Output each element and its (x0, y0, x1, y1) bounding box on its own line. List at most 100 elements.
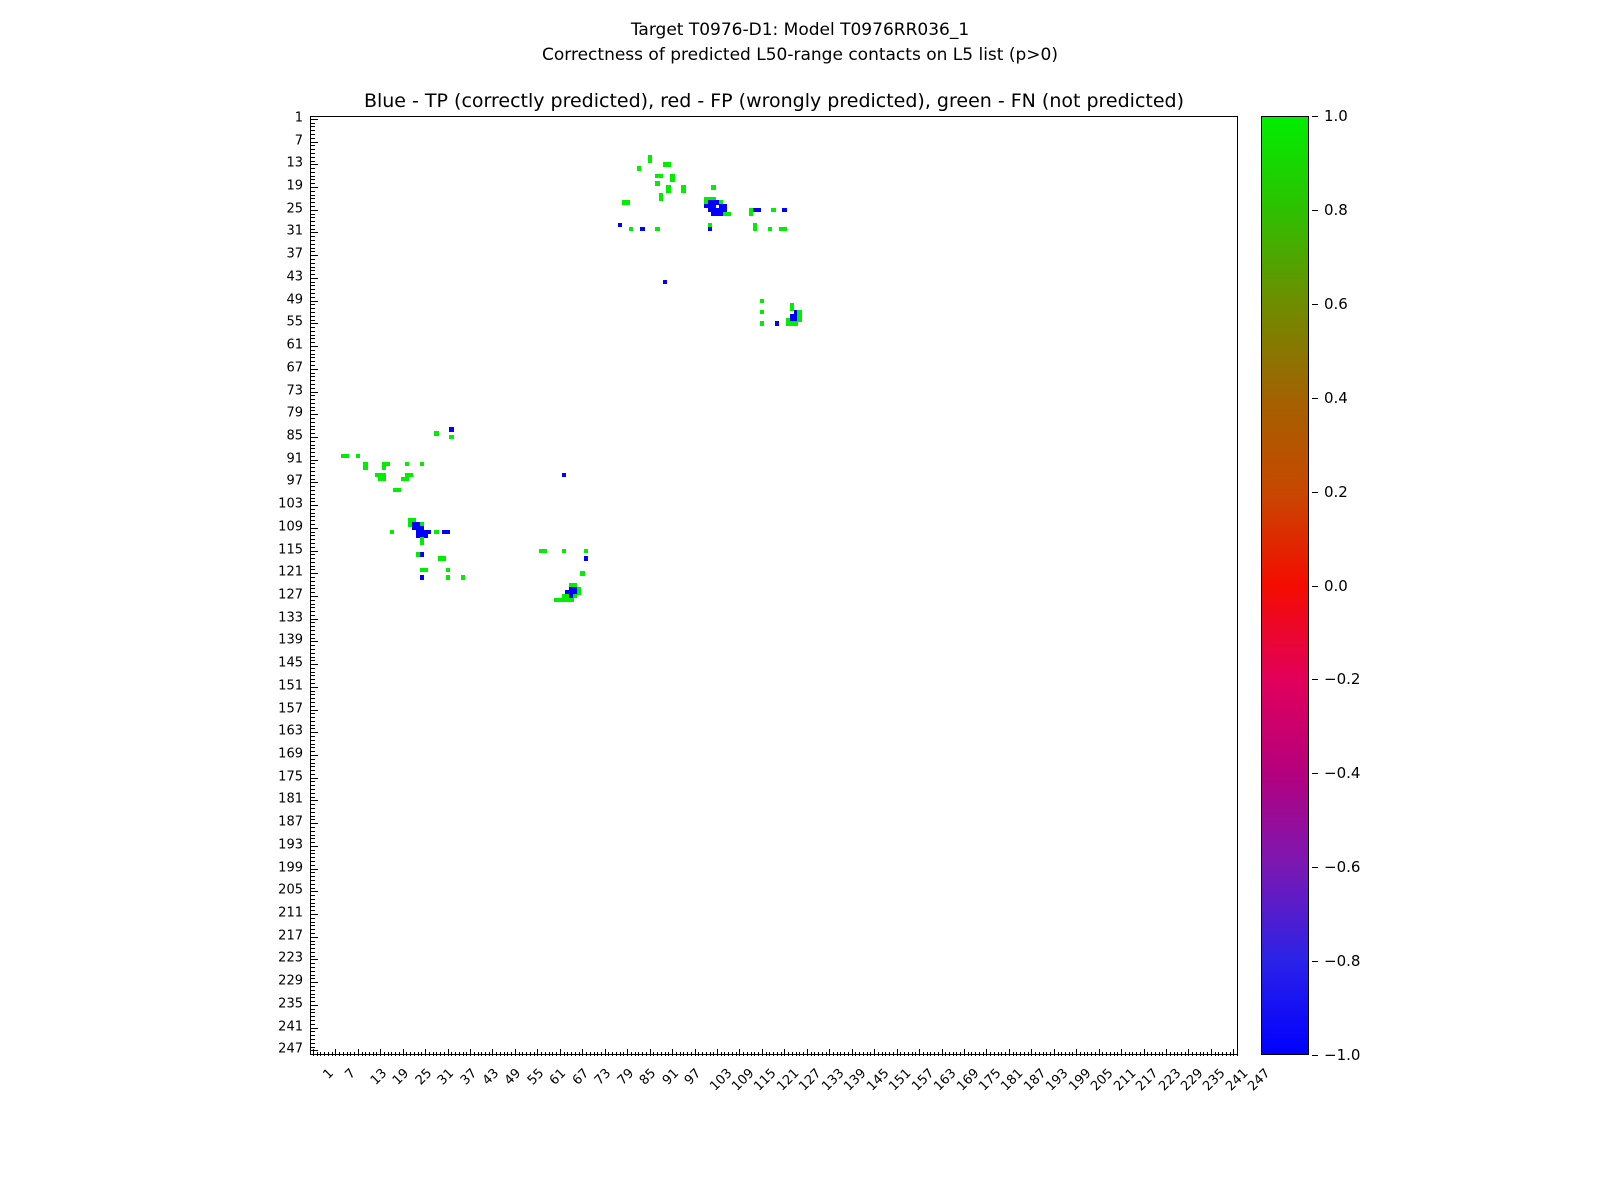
y-tick-label: 175 (278, 769, 303, 785)
y-tick-label: 199 (278, 860, 303, 876)
contact-cell-fn (378, 472, 383, 478)
contact-cell-tp (572, 586, 578, 591)
suptitle-line2: Correctness of predicted L50-range conta… (542, 44, 1058, 65)
x-tick (1237, 1052, 1239, 1056)
x-tick-label: 193 (1043, 1066, 1072, 1095)
y-tick-label: 73 (286, 383, 303, 398)
contact-cell-fn (572, 594, 578, 599)
contact-cell-fn (647, 154, 653, 160)
contact-cell-tp (427, 529, 432, 535)
contact-cell-fn (748, 207, 754, 213)
x-tick-label: 235 (1200, 1066, 1229, 1095)
x-tick-label: 97 (681, 1066, 705, 1089)
contact-cell-fn (625, 200, 630, 205)
contact-cell-tp (584, 556, 589, 561)
contact-cell-fn (557, 597, 563, 603)
x-tick-label: 169 (953, 1066, 982, 1095)
contact-cell-tp (419, 552, 424, 557)
contact-cell-fn (778, 226, 784, 232)
contact-cell-fn (554, 597, 559, 603)
x-tick-label: 205 (1088, 1066, 1117, 1095)
contact-cell-fn (707, 223, 712, 228)
x-tick-label: 31 (434, 1066, 458, 1089)
contact-cell-fn (382, 461, 387, 466)
contact-cell-tp (561, 472, 567, 478)
contact-cell-tp (640, 226, 645, 232)
contact-cell-fn (419, 522, 424, 527)
contact-cell-fn (382, 465, 387, 470)
y-tick-label: 85 (286, 428, 303, 444)
contact-cell-tp (415, 533, 421, 538)
y-tick-label: 13 (286, 155, 303, 171)
y-tick-label: 19 (286, 178, 303, 194)
y-axis-tick-labels: 1 7 13 19 25 31 37 43 49 55 61 67 73 79 85 91 97 103 109 11… (255, 110, 303, 1056)
colorbar-tick (1312, 1055, 1318, 1056)
y-tick-label: 103 (278, 496, 303, 512)
contact-cell-tp (419, 575, 424, 580)
contact-cell-tp (707, 207, 712, 213)
contact-cell-fn (748, 211, 754, 217)
x-tick-label: 247 (1245, 1066, 1274, 1095)
contact-cell-fn (572, 582, 578, 588)
contact-cell-fn (569, 597, 574, 603)
colorbar-tick-label: −0.2 (1324, 670, 1361, 689)
colorbar[interactable] (1261, 116, 1309, 1055)
contact-cell-tp (423, 533, 428, 538)
contact-cell-fn (629, 226, 634, 232)
y-tick-label: 181 (278, 791, 303, 807)
colorbar-tick (1312, 116, 1318, 117)
contact-cell-fn (655, 173, 660, 179)
x-tick-label: 163 (931, 1066, 960, 1095)
y-tick-label: 205 (278, 882, 303, 898)
x-tick-label: 181 (998, 1066, 1027, 1095)
contact-cell-tp (449, 427, 454, 432)
y-tick-label: 235 (278, 996, 303, 1012)
contact-cell-tp (445, 529, 451, 535)
contact-cell-fn (659, 196, 664, 201)
x-tick-label: 1 (320, 1066, 337, 1083)
x-tick-label: 127 (796, 1066, 825, 1095)
contact-cell-fn (561, 597, 567, 603)
contact-cell-fn (752, 223, 757, 228)
contact-cell-fn (793, 321, 799, 326)
contact-cell-fn (400, 476, 406, 482)
contact-cell-tp (752, 207, 757, 213)
contact-cell-fn (647, 158, 653, 164)
colorbar-tick-label: 0.0 (1324, 576, 1348, 595)
y-tick-label: 91 (286, 451, 303, 467)
contact-cell-fn (711, 196, 716, 201)
contact-cell-fn (580, 571, 585, 576)
contact-cell-tp (756, 207, 761, 213)
x-tick-label: 103 (706, 1066, 735, 1095)
contact-cell-fn (382, 472, 387, 478)
y-tick-label: 169 (278, 746, 303, 762)
y-tick-label: 193 (278, 837, 303, 853)
y-tick-label: 217 (278, 928, 303, 944)
y-tick-label: 37 (286, 246, 303, 262)
x-tick-label: 19 (390, 1066, 413, 1089)
x-tick-label: 115 (751, 1066, 780, 1095)
contact-cell-fn (397, 488, 402, 493)
y-tick-label: 157 (278, 701, 303, 717)
contact-cell-tp (419, 525, 424, 531)
colorbar-tick (1312, 303, 1318, 305)
contact-cell-fn (659, 192, 664, 198)
contact-cell-tp (793, 317, 799, 323)
contact-cell-fn (565, 597, 570, 603)
contact-cell-tp (782, 207, 787, 213)
x-tick-label: 151 (886, 1066, 915, 1095)
contact-cell-fn (767, 226, 772, 232)
x-tick-label: 73 (592, 1066, 615, 1089)
x-tick-label: 91 (659, 1066, 682, 1089)
contact-cell-fn (389, 529, 394, 535)
colorbar-tick-label: 0.6 (1324, 294, 1348, 313)
y-tick-label: 55 (286, 314, 303, 330)
contact-map-plot[interactable] (310, 116, 1239, 1056)
x-axis-tick-labels: 1 7 13 19 25 31 37 43 49 55 61 67 73 79 85 91 97 103 109 11… (310, 1060, 1274, 1150)
contact-cell-tp (707, 200, 712, 205)
contact-cell-fn (363, 465, 368, 470)
x-tick-label: 55 (524, 1066, 548, 1089)
y-tick-label: 139 (278, 632, 303, 648)
x-tick-label: 7 (342, 1066, 360, 1083)
contact-cell-fn (771, 207, 776, 213)
